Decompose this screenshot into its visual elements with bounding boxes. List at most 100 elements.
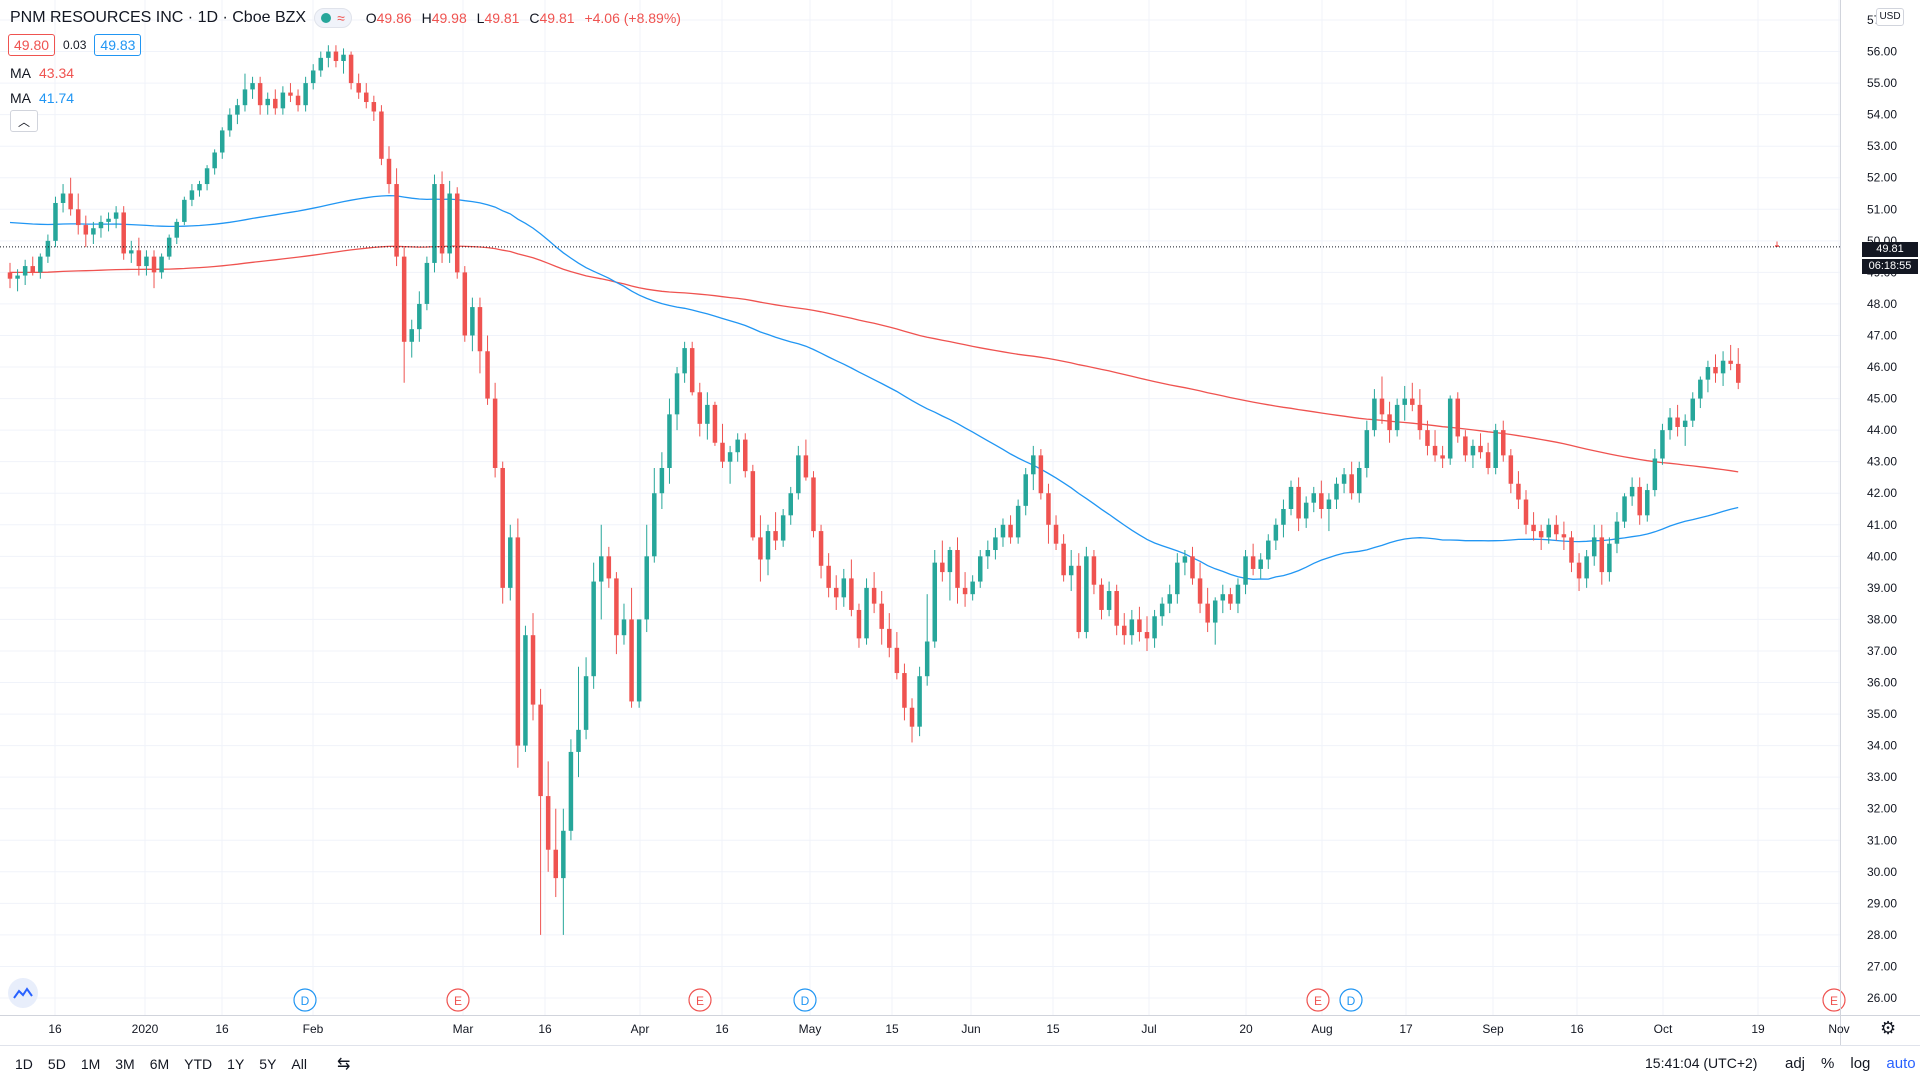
candle [106, 212, 111, 232]
candle [682, 341, 687, 383]
y-tick-label: 39.00 [1867, 581, 1897, 595]
time-axis: 16 2020 16 Feb Mar 16 Apr 16 May 15 Jun 15 Jul 20 Aug 1… [0, 1015, 1920, 1036]
candle [1713, 354, 1718, 383]
candle [697, 382, 703, 437]
symbol-title[interactable]: PNM RESOURCES INC · 1D · Cboe BZX [10, 9, 307, 26]
candle [492, 382, 498, 478]
candle [1622, 493, 1627, 528]
candle [174, 218, 180, 244]
candle [1485, 442, 1491, 475]
candle [83, 215, 89, 248]
market-status[interactable]: ≈ [314, 8, 352, 28]
x-tick-label: 16 [1570, 1022, 1584, 1036]
candle [295, 89, 301, 112]
tradingview-logo-icon[interactable] [8, 978, 38, 1008]
candle [1493, 423, 1498, 475]
y-tick-label: 42.00 [1867, 486, 1897, 500]
candle [773, 512, 778, 551]
timeframe-1m[interactable]: 1M [80, 1055, 101, 1072]
candle [159, 253, 164, 279]
event-marker: E [688, 988, 712, 1012]
candle [1629, 477, 1635, 506]
log-toggle[interactable]: log [1850, 1055, 1871, 1072]
candle [1152, 609, 1157, 648]
x-tick-label: May [799, 1022, 822, 1036]
collapse-legend-button[interactable]: ︿ [10, 110, 38, 132]
timeframe-1d[interactable]: 1D [15, 1055, 33, 1072]
ma-short-line [9, 194, 1739, 580]
candle [1114, 584, 1119, 636]
candle [758, 515, 763, 582]
price-change: +4.06 (+8.89%) [584, 10, 681, 26]
y-tick-label: 29.00 [1867, 896, 1897, 910]
candle [7, 262, 13, 289]
currency-badge[interactable]: USD [1876, 8, 1904, 26]
timeframe-1y[interactable]: 1Y [227, 1055, 245, 1072]
candle [1167, 584, 1172, 614]
candle [727, 445, 733, 484]
timeframe-5d[interactable]: 5D [47, 1055, 66, 1072]
wave-icon: ≈ [337, 10, 345, 26]
x-tick-label: 17 [1399, 1022, 1413, 1036]
timeframe-ytd[interactable]: YTD [184, 1055, 213, 1072]
timeframe-5y[interactable]: 5Y [259, 1055, 277, 1072]
candle [849, 559, 854, 617]
candle [364, 83, 369, 109]
sell-price[interactable]: 49.80 [8, 34, 56, 56]
x-tick-label: 16 [538, 1022, 552, 1036]
candle [326, 45, 331, 68]
candle [1675, 404, 1680, 437]
candle [1341, 467, 1347, 494]
candle [788, 486, 793, 525]
adj-toggle[interactable]: adj [1785, 1055, 1806, 1072]
ma-indicator-2[interactable]: MA 41.74 [10, 90, 75, 106]
x-tick-label: 15 [1046, 1022, 1060, 1036]
candle [1667, 408, 1673, 440]
candle [561, 808, 566, 935]
candle [765, 524, 771, 576]
candle [576, 666, 581, 778]
gear-icon[interactable]: ⚙ [1880, 1018, 1897, 1038]
spread-value: 0.03 [63, 38, 87, 52]
y-tick-label: 34.00 [1867, 739, 1897, 753]
price-chart[interactable]: D E E D E D E 26.00 27.00 28.00 29.00 30.00 31.00 32… [0, 0, 1920, 1045]
y-tick-label: 35.00 [1867, 707, 1897, 721]
percent-toggle[interactable]: % [1821, 1055, 1835, 1072]
date-range-icon[interactable]: ⇆ [336, 1055, 351, 1073]
timeframe-6m[interactable]: 6M [149, 1055, 170, 1072]
candle [462, 266, 468, 342]
event-marker-label: D [301, 994, 310, 1008]
x-tick-label: 19 [1751, 1022, 1765, 1036]
candle [386, 146, 392, 194]
candle [1031, 445, 1036, 491]
candle [454, 187, 460, 279]
candle [1144, 616, 1150, 651]
candle [356, 73, 361, 99]
candle [940, 540, 945, 582]
candle [1122, 613, 1127, 645]
candle [265, 92, 270, 115]
x-tick-label: 16 [48, 1022, 62, 1036]
candle [1576, 553, 1582, 592]
ma-indicator-1[interactable]: MA 43.34 [10, 65, 75, 81]
candle [129, 240, 134, 263]
candle [1205, 587, 1210, 633]
candle [1516, 471, 1521, 509]
candle [1720, 351, 1726, 386]
timeframe-3m[interactable]: 3M [115, 1055, 135, 1072]
candle [333, 45, 339, 68]
candle [1084, 546, 1089, 639]
candle [1053, 515, 1059, 551]
y-tick-label: 37.00 [1867, 644, 1897, 658]
candle [977, 550, 983, 588]
candle [1326, 493, 1332, 532]
timeframe-all[interactable]: All [291, 1055, 307, 1072]
clock[interactable]: 15:41:04 (UTC+2) [1645, 1055, 1758, 1071]
candle [644, 524, 649, 633]
event-marker: D [793, 988, 817, 1012]
candle [500, 461, 505, 604]
candle [242, 73, 248, 112]
buy-price[interactable]: 49.83 [94, 34, 142, 56]
auto-toggle[interactable]: auto [1886, 1055, 1916, 1072]
